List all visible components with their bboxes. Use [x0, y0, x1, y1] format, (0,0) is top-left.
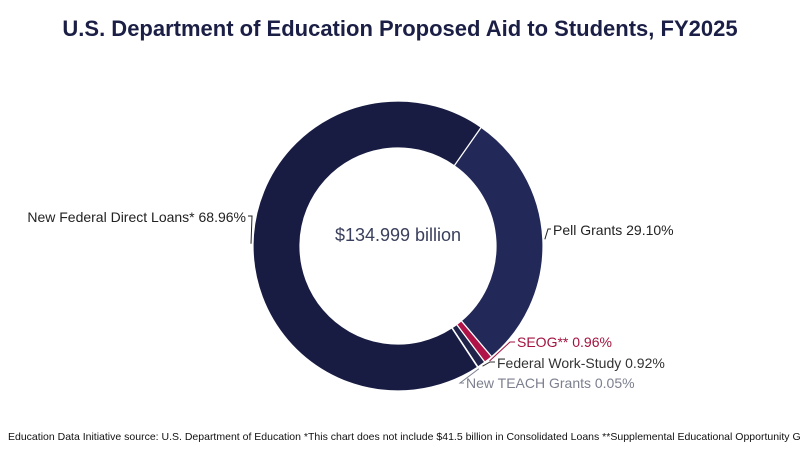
- slice-pell-grants[interactable]: [453, 126, 544, 358]
- leader-lines-group: [248, 215, 551, 384]
- slices-group: [252, 100, 544, 392]
- leader-line: [489, 341, 515, 362]
- chart-title: U.S. Department of Education Proposed Ai…: [62, 16, 738, 41]
- slice-labels-group: Pell Grants 29.10% SEOG** 0.96% Federal Wo…: [27, 209, 673, 391]
- slice-new-federal-direct-loans[interactable]: [252, 100, 483, 392]
- leader-line: [482, 361, 495, 367]
- slice-label: Federal Work-Study 0.92%: [497, 355, 665, 371]
- leader-line: [248, 215, 253, 244]
- slice-label: New TEACH Grants 0.05%: [466, 375, 635, 391]
- donut-chart: Pell Grants 29.10% SEOG** 0.96% Federal Wo…: [27, 100, 674, 392]
- center-total-label: $134.999 billion: [335, 225, 461, 245]
- chart-footer-note: Education Data Initiative source: U.S. D…: [8, 431, 800, 443]
- leader-line: [458, 368, 480, 384]
- slice-label: SEOG** 0.96%: [517, 334, 612, 350]
- slice-label: Pell Grants 29.10%: [553, 222, 674, 238]
- slice-label: New Federal Direct Loans* 68.96%: [27, 209, 246, 225]
- leader-line: [544, 228, 551, 240]
